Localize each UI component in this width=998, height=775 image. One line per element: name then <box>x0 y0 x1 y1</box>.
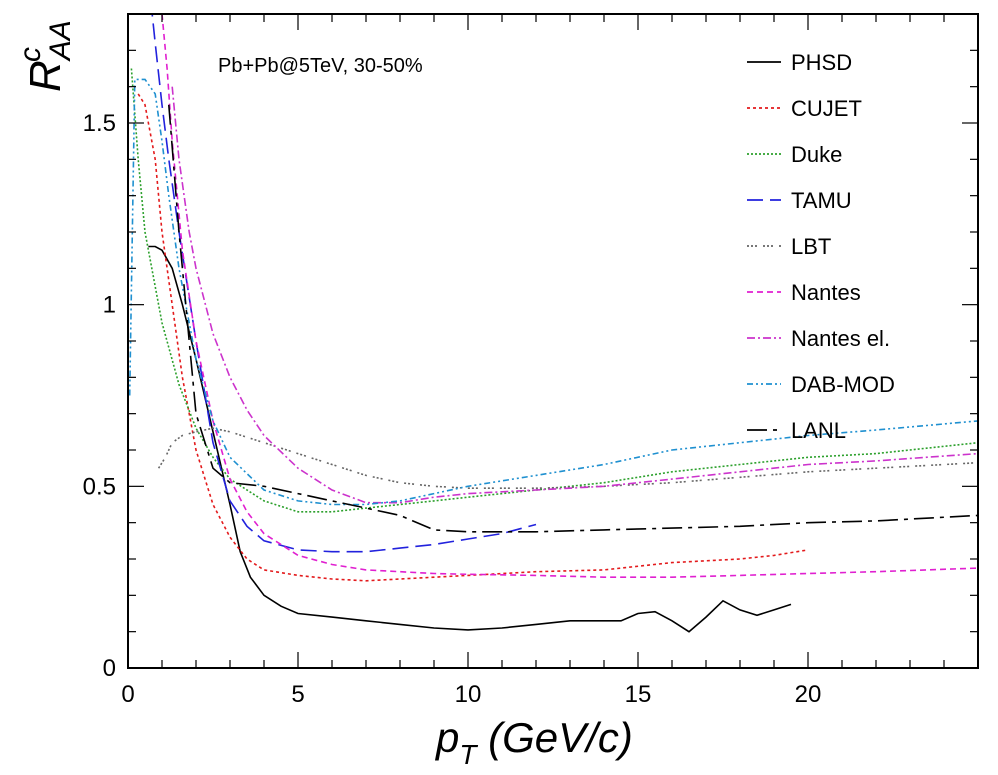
annotation-label: Pb+Pb@5TeV, 30-50% <box>218 55 423 77</box>
series-line-nantes <box>161 14 978 579</box>
legend-entry-tamu: TAMU <box>747 188 852 213</box>
series-line-phsd <box>148 245 792 633</box>
y-axis-title-sub: AA <box>44 20 77 62</box>
legend-label: LBT <box>791 234 831 259</box>
x-tick-label: 5 <box>291 681 304 708</box>
svg-text:RAA: RAA <box>21 20 77 92</box>
series-line-cujet <box>137 93 809 582</box>
tick-layer: 0 5 10 15 20 0 0.5 1 1.5 <box>83 13 979 708</box>
legend-entry-dab-mod: DAB-MOD <box>747 372 895 397</box>
legend-label: PHSD <box>791 50 852 75</box>
legend-entry-phsd: PHSD <box>747 50 852 75</box>
x-tick-label: 10 <box>455 681 482 708</box>
y-tick-label: 0.5 <box>83 473 116 500</box>
legend-label: DAB-MOD <box>791 372 895 397</box>
series-line-lanl <box>168 104 978 533</box>
legend-entry-cujet: CUJET <box>747 96 862 121</box>
y-axis-title: RAA c <box>14 20 77 92</box>
series-line-lbt <box>157 427 978 490</box>
legend-entry-duke: Duke <box>747 142 842 167</box>
series-line-dab-mod <box>128 78 978 506</box>
y-tick-label: 1 <box>103 292 116 319</box>
legend-entry-lanl: LANL <box>747 418 846 443</box>
legend-label: TAMU <box>791 188 852 213</box>
legend-label: CUJET <box>791 96 862 121</box>
x-axis-title-sub: T <box>459 739 478 770</box>
y-tick-label: 1.5 <box>83 110 116 137</box>
legend-entry-nantes: Nantes <box>747 280 861 305</box>
x-axis-title-base: p <box>434 714 459 761</box>
x-axis-title: pT (GeV/c) <box>434 714 633 770</box>
y-axis-title-sup: c <box>14 47 47 62</box>
legend: PHSD CUJET Duke TAMU LBT Nantes Nantes el. DAB-… <box>747 50 895 443</box>
x-tick-label: 15 <box>625 681 652 708</box>
legend-entry-nantes-el: Nantes el. <box>747 326 890 351</box>
legend-label: LANL <box>791 418 846 443</box>
legend-label: Nantes el. <box>791 326 890 351</box>
series-line-duke <box>130 68 978 513</box>
y-axis-title-base: R <box>21 60 70 92</box>
series-layer <box>128 14 978 633</box>
series-line-tamu <box>151 14 537 553</box>
x-tick-label: 20 <box>795 681 822 708</box>
legend-entry-lbt: LBT <box>747 234 831 259</box>
y-tick-label: 0 <box>103 655 116 682</box>
legend-label: Duke <box>791 142 842 167</box>
x-axis-title-rest: (GeV/c) <box>476 714 632 761</box>
x-tick-label: 0 <box>121 681 134 708</box>
legend-label: Nantes <box>791 280 861 305</box>
